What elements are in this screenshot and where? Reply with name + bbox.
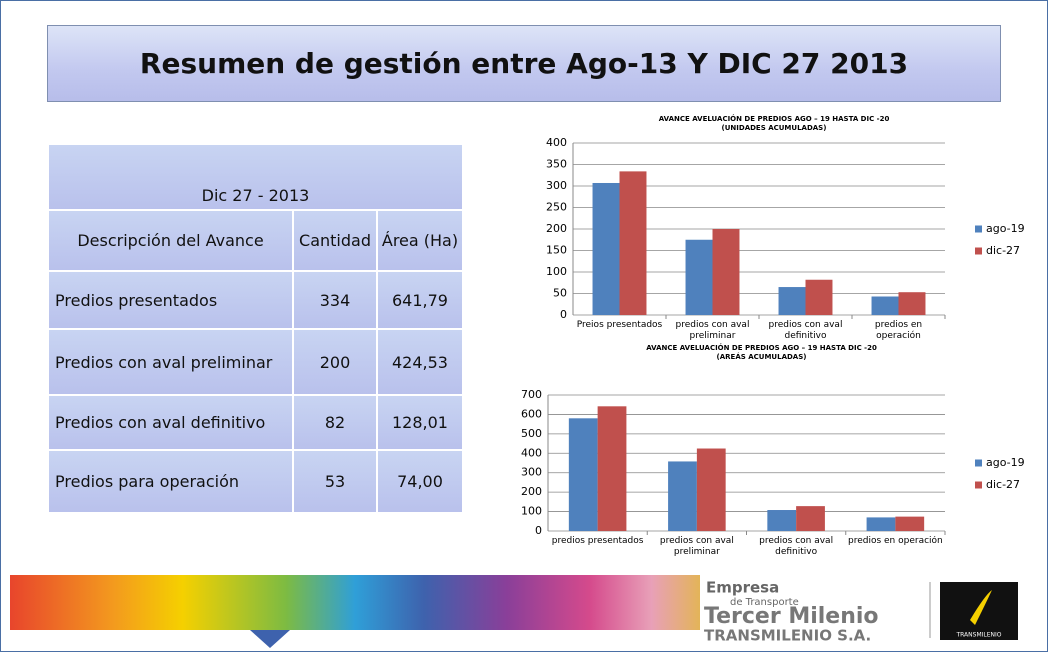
table-row: Predios presentados 334 641,79 — [47, 270, 464, 330]
y-tick-label: 100 — [521, 505, 542, 518]
footer-text: TRANSMILENIO S.A. — [704, 627, 871, 645]
cell: Predios con aval definitivo — [47, 394, 294, 451]
bar — [767, 510, 797, 531]
bar — [778, 287, 806, 315]
y-tick-label: 350 — [546, 158, 567, 171]
x-label-box: predios con aval preliminar — [675, 320, 750, 341]
table-row: Predios para operación 53 74,00 — [47, 449, 464, 514]
chart-title: AVANCE AVELUACIÓN DE PREDIOS AGO – 19 HA… — [646, 343, 877, 352]
bar — [597, 406, 627, 531]
cell: 200 — [292, 328, 378, 396]
bar — [895, 516, 925, 531]
x-tick-label: Preios presentados — [576, 320, 663, 330]
x-tick-label: predios con aval definitivo — [759, 536, 834, 557]
y-tick-label: 300 — [521, 466, 542, 479]
y-tick-label: 150 — [546, 244, 567, 257]
slide-title: Resumen de gestión entre Ago-13 Y DIC 27… — [47, 25, 1001, 102]
legend-swatch — [975, 225, 982, 233]
footer-strip — [10, 575, 700, 630]
x-label-box: predios presentados — [551, 536, 644, 546]
header-cell: Área (Ha) — [376, 209, 464, 272]
legend-label: dic-27 — [986, 244, 1020, 257]
x-label-box: predios con aval definitivo — [768, 320, 843, 341]
y-tick-label: 500 — [521, 427, 542, 440]
footer-text: de Transporte — [730, 597, 799, 608]
header-cell: Descripción del Avance — [47, 209, 294, 272]
y-tick-label: 400 — [521, 446, 542, 459]
x-tick-label: predios en operación — [874, 320, 923, 341]
bar — [866, 517, 896, 531]
bar — [685, 239, 713, 315]
chart-subtitle: (UNIDADES ACUMULADAS) — [722, 124, 827, 132]
badge-mark — [970, 590, 992, 625]
badge-text: TRANSMILENIO — [955, 632, 1001, 639]
bar — [619, 171, 647, 315]
header-cell: Cantidad — [292, 209, 378, 272]
legend-swatch — [975, 481, 982, 489]
y-tick-label: 200 — [546, 222, 567, 235]
cell: 641,79 — [376, 270, 464, 330]
x-label-box: predios en operación — [874, 320, 923, 341]
cell: 53 — [292, 449, 378, 514]
cell: Predios presentados — [47, 270, 294, 330]
x-tick-label: predios presentados — [551, 536, 644, 546]
footer-text: Tercer Milenio — [704, 604, 879, 629]
table-caption: Dic 27 - 2013 — [47, 143, 464, 211]
y-tick-label: 100 — [546, 265, 567, 278]
x-label-box: predios con aval preliminar — [659, 536, 734, 557]
x-tick-label: predios en operación — [847, 536, 943, 546]
legend-label: ago-19 — [986, 222, 1025, 235]
cell: Predios con aval preliminar — [47, 328, 294, 396]
bar — [805, 279, 833, 315]
legend-label: ago-19 — [986, 456, 1025, 469]
footer-notch — [250, 630, 290, 648]
cell: 424,53 — [376, 328, 464, 396]
y-tick-label: 250 — [546, 201, 567, 214]
x-tick-label: predios con aval definitivo — [768, 320, 843, 341]
legend-label: dic-27 — [986, 478, 1020, 491]
chart-title: AVANCE AVELUACIÓN DE PREDIOS AGO – 19 HA… — [659, 114, 890, 123]
cell: Predios para operación — [47, 449, 294, 514]
chart-subtitle: (AREÁS ACUMULADAS) — [717, 352, 807, 361]
y-tick-label: 600 — [521, 407, 542, 420]
footer-text: Empresa — [706, 579, 779, 597]
y-tick-label: 0 — [535, 524, 542, 537]
legend-swatch — [975, 247, 982, 255]
table-row: Descripción del Avance Cantidad Área (Ha… — [47, 209, 464, 272]
bar — [696, 448, 726, 531]
x-tick-label: predios con aval preliminar — [675, 320, 750, 341]
y-tick-label: 300 — [546, 179, 567, 192]
bar — [592, 182, 620, 315]
bar — [898, 292, 926, 315]
cell: 128,01 — [376, 394, 464, 451]
cell: 82 — [292, 394, 378, 451]
summary-table: Dic 27 - 2013 Descripción del Avance Can… — [47, 143, 464, 514]
table-row: Predios con aval definitivo 82 128,01 — [47, 394, 464, 451]
x-tick-label: predios con aval preliminar — [659, 536, 734, 557]
bar — [668, 461, 697, 531]
cell: 74,00 — [376, 449, 464, 514]
bar — [568, 418, 598, 531]
bar — [796, 506, 825, 531]
table-row: Predios con aval preliminar 200 424,53 — [47, 328, 464, 396]
bar — [712, 229, 740, 315]
y-tick-label: 0 — [560, 308, 567, 321]
y-tick-label: 400 — [546, 136, 567, 149]
y-tick-label: 50 — [553, 287, 567, 300]
x-label-box: Preios presentados — [576, 320, 663, 330]
cell: 334 — [292, 270, 378, 330]
x-label-box: predios con aval definitivo — [759, 536, 834, 557]
x-label-box: predios en operación — [847, 536, 943, 546]
bar — [871, 296, 899, 315]
y-tick-label: 200 — [521, 485, 542, 498]
legend-swatch — [975, 459, 982, 467]
y-tick-label: 700 — [521, 388, 542, 401]
table-row: Dic 27 - 2013 — [47, 143, 464, 211]
